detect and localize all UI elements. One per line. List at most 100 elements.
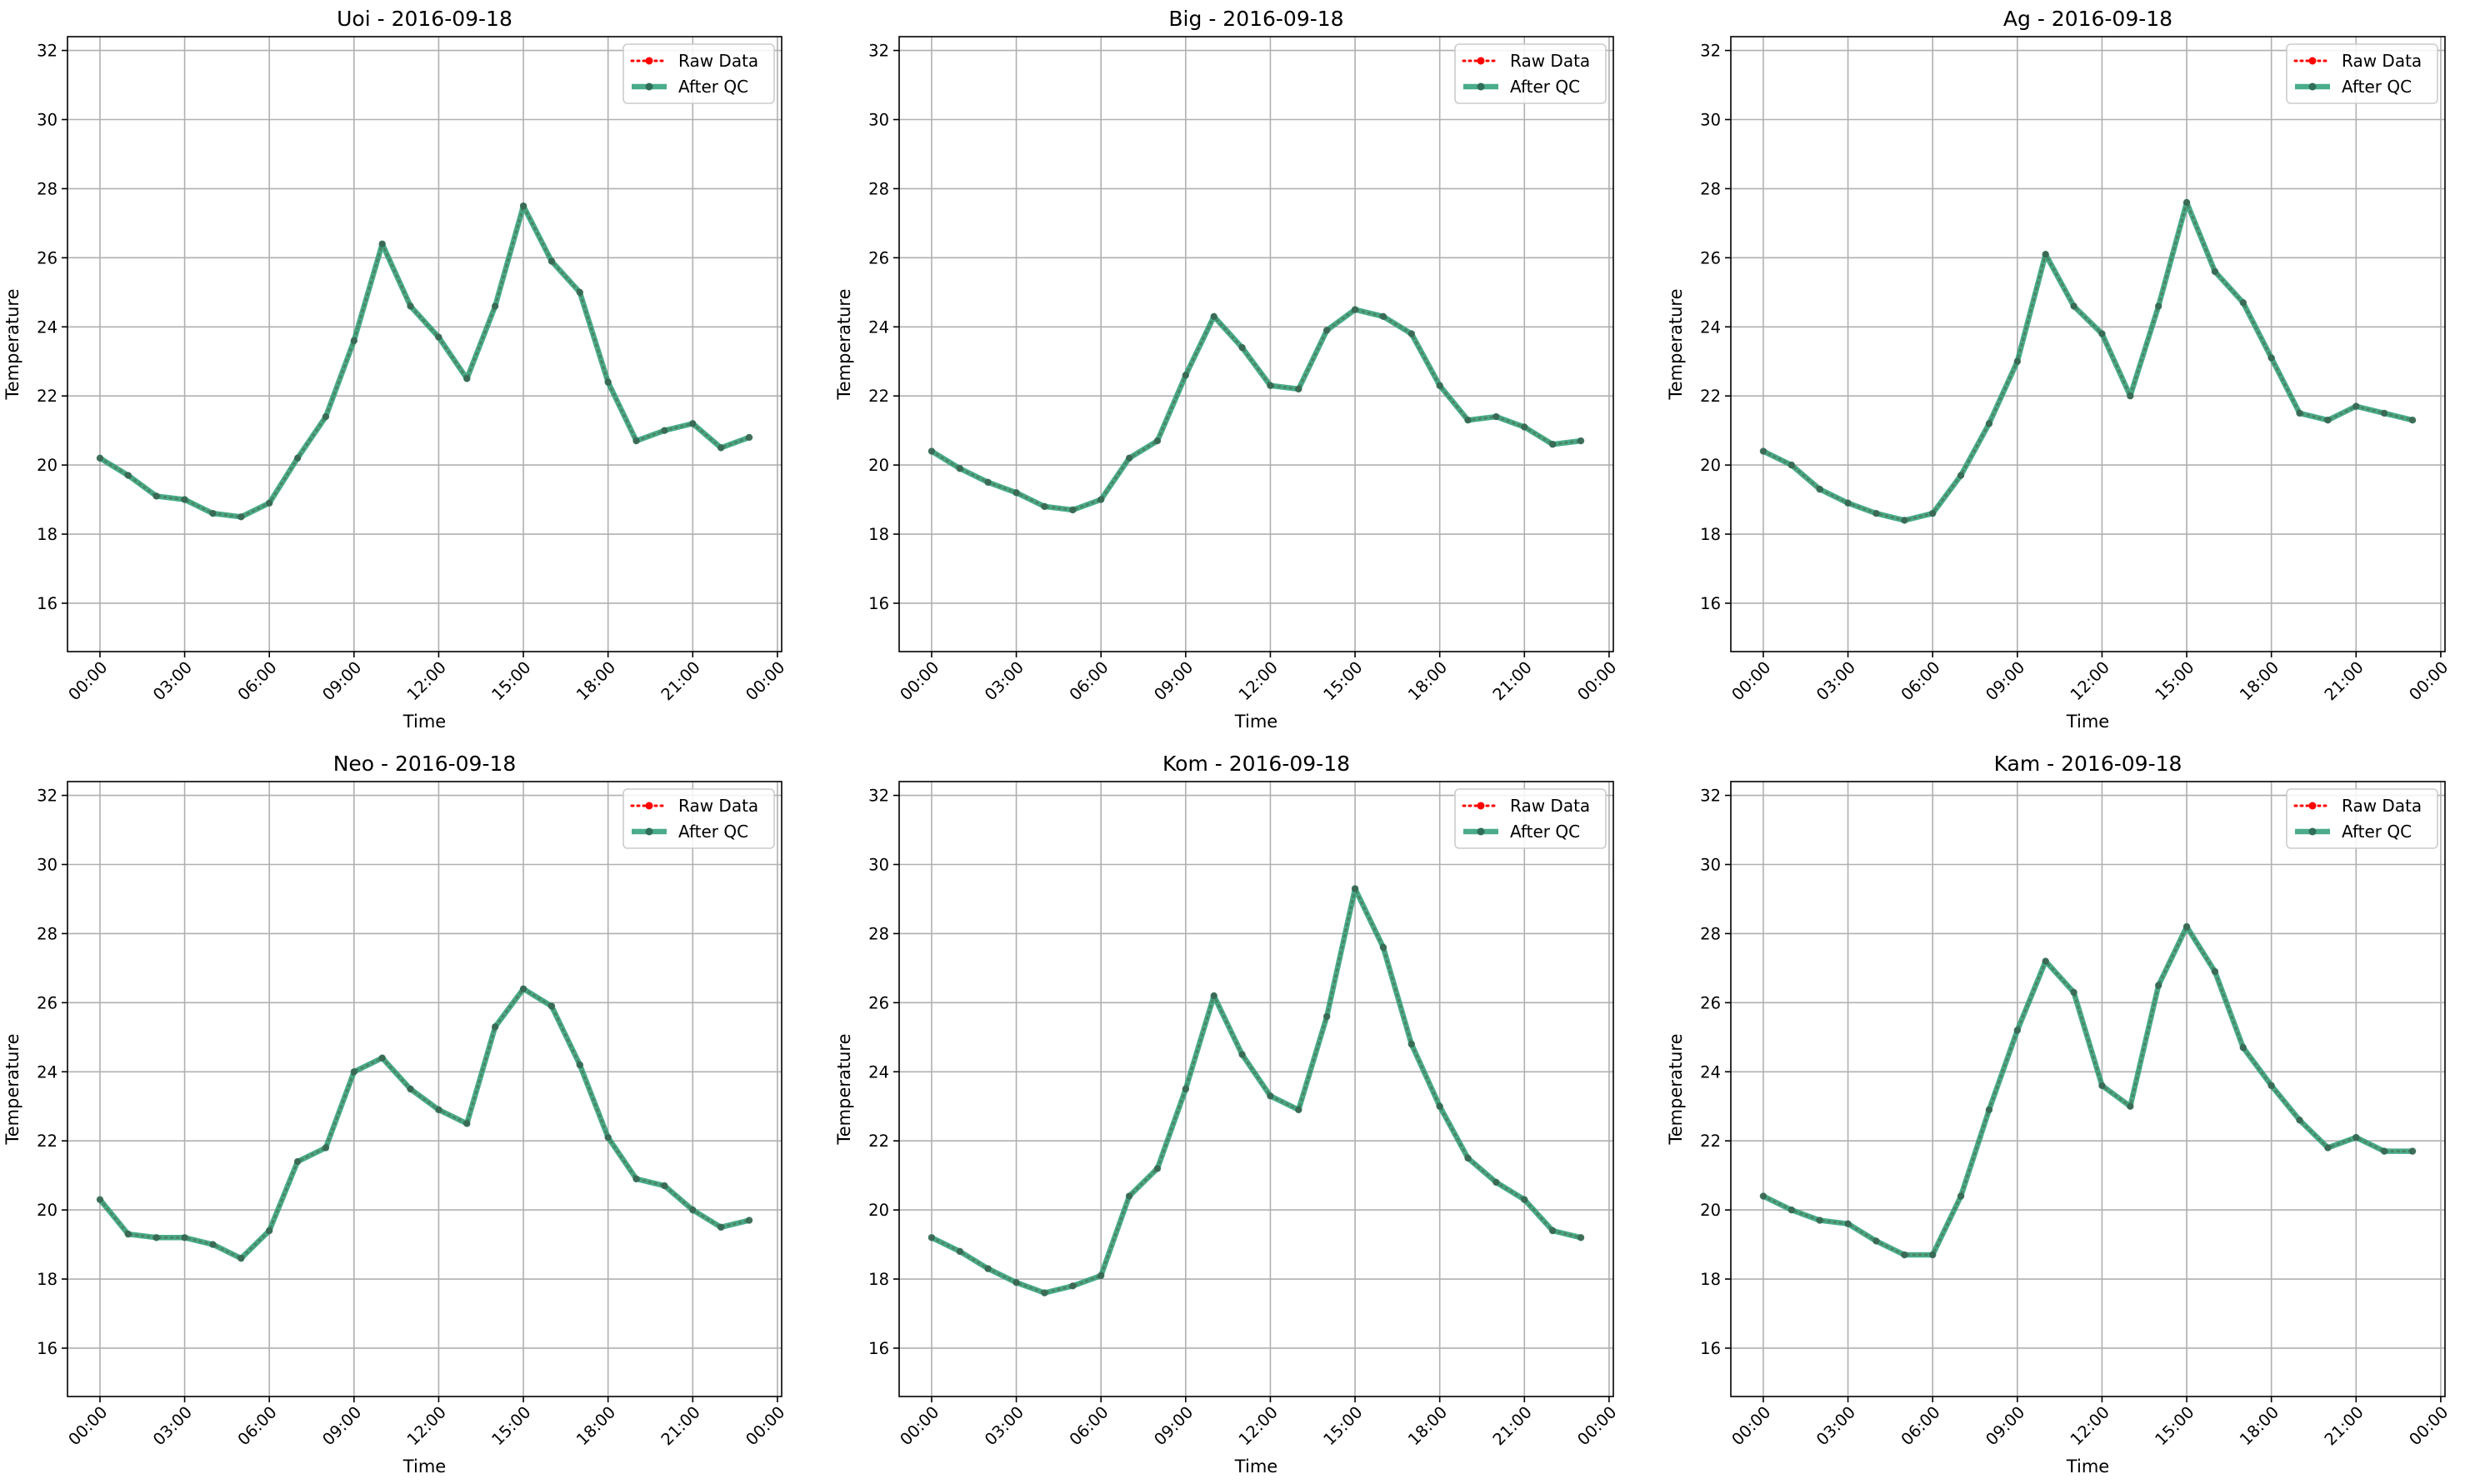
series-line-after-qc [1762,199,2413,523]
series-line-raw-data [98,202,751,518]
legend: Raw Data After QC [2286,788,2438,849]
axes-frame [1730,36,2446,652]
data-point-after-qc [1521,1196,1528,1203]
y-tick-label: 16 [868,1339,889,1358]
data-point-after-qc [2296,409,2303,417]
data-point-after-qc [1097,496,1105,503]
y-tick-label: 32 [1700,787,1721,806]
x-axis-label: Time [1234,1457,1278,1477]
data-point-after-qc [689,1206,697,1214]
y-axis-label: Temperature [2,1033,22,1145]
data-point-after-qc [1408,1040,1416,1048]
data-point-after-qc [2127,392,2134,400]
y-tick-label: 16 [1700,1339,1721,1358]
y-tick-label: 16 [868,594,889,613]
data-point-after-qc [1464,1154,1472,1162]
data-point-after-qc [209,509,217,517]
series-line-after-qc [98,202,751,520]
x-tick-label: 06:00 [234,657,281,704]
x-axis-label: Time [2066,712,2109,732]
y-tick-label: 18 [1700,525,1721,544]
data-point-after-qc [2268,1082,2275,1090]
data-point-after-qc [407,302,414,310]
data-point-after-qc [1069,506,1077,514]
data-point-after-qc [1521,423,1528,431]
legend: Raw Data After QC [622,788,775,849]
data-point-after-qc [2154,302,2162,310]
data-point-after-qc [2239,299,2248,307]
x-tick-label: 12:00 [1235,1402,1282,1449]
data-point-after-qc [1816,1217,1823,1224]
data-point-after-qc [1957,1192,1965,1200]
data-point-after-qc [491,302,499,310]
data-point-after-qc [2239,1044,2248,1052]
y-tick-label: 30 [37,856,58,875]
axes-frame [67,36,782,652]
axes-frame [898,781,1614,1397]
y-tick-label: 24 [868,1062,889,1082]
x-tick-label: 00:00 [896,1402,942,1449]
data-point-after-qc [1322,1012,1331,1021]
data-point-after-qc [2324,1144,2332,1152]
data-point-after-qc [2070,988,2078,997]
x-tick-label: 21:00 [1489,1402,1536,1449]
data-point-after-qc [1097,1272,1105,1280]
data-point-after-qc [928,1234,936,1242]
data-point-after-qc [1957,472,1965,479]
x-tick-label: 00:00 [1573,1402,1620,1449]
y-tick-label: 20 [868,456,889,475]
data-point-after-qc [96,1196,104,1203]
y-tick-label: 26 [868,993,889,1012]
data-point-after-qc [1759,1192,1768,1200]
data-point-after-qc [632,437,640,445]
legend: Raw Data After QC [622,43,775,104]
data-point-after-qc [1041,502,1048,511]
data-point-after-qc [1379,943,1388,952]
data-point-after-qc [1928,509,1937,517]
data-point-after-qc [152,492,160,500]
data-point-after-qc [519,985,528,992]
y-axis-label: Temperature [1666,288,1686,400]
y-tick-label: 30 [1700,111,1721,130]
data-point-after-qc [238,513,245,521]
x-tick-label: 06:00 [1066,1402,1112,1449]
subplot-panel: 16 18 20 22 24 26 28 30 32 00:00 03:00 06:00 09:00 12… [834,752,1620,1477]
data-point-after-qc [1408,330,1416,337]
x-tick-label: 09:00 [1982,657,2028,704]
data-point-after-qc [350,337,358,345]
data-point-after-qc [1548,1227,1557,1235]
chart-title: Big - 2016-09-18 [1168,7,1343,31]
data-point-after-qc [2380,1147,2388,1155]
data-point-after-qc [1788,1206,1796,1214]
y-tick-label: 24 [1700,317,1721,337]
data-point-after-qc [2098,1082,2106,1090]
data-point-after-qc [1182,1085,1190,1093]
data-point-after-qc [1351,306,1359,313]
data-point-after-qc [1153,437,1162,445]
data-point-after-qc [1985,1106,1993,1114]
y-tick-label: 22 [1700,387,1721,406]
y-tick-label: 22 [868,1132,889,1151]
data-point-after-qc [1844,1220,1852,1227]
x-tick-label: 12:00 [2067,1402,2113,1449]
series-line-raw-data [98,987,751,1260]
legend-marker-after-qc [1477,82,1485,91]
x-tick-label: 18:00 [2236,657,2282,704]
subplot-panel: 16 18 20 22 24 26 28 30 32 00:00 03:00 06:00 09:00 12… [1666,7,2452,732]
x-tick-label: 21:00 [658,657,704,704]
data-point-after-qc [1901,1251,1908,1259]
data-point-after-qc [463,375,471,382]
y-tick-label: 26 [1700,248,1721,267]
legend-label-raw-data: Raw Data [1510,51,1590,71]
data-point-after-qc [1759,447,1768,455]
y-tick-label: 18 [37,1270,58,1289]
legend-marker-raw-data [645,57,653,65]
y-tick-label: 26 [868,248,889,267]
data-point-after-qc [548,1002,556,1010]
y-tick-label: 18 [1700,1270,1721,1289]
legend-label-after-qc: After QC [2342,77,2412,97]
x-tick-label: 00:00 [896,657,942,704]
x-tick-label: 15:00 [1320,1402,1367,1449]
y-tick-label: 28 [1700,179,1721,198]
data-point-after-qc [1928,1251,1937,1259]
